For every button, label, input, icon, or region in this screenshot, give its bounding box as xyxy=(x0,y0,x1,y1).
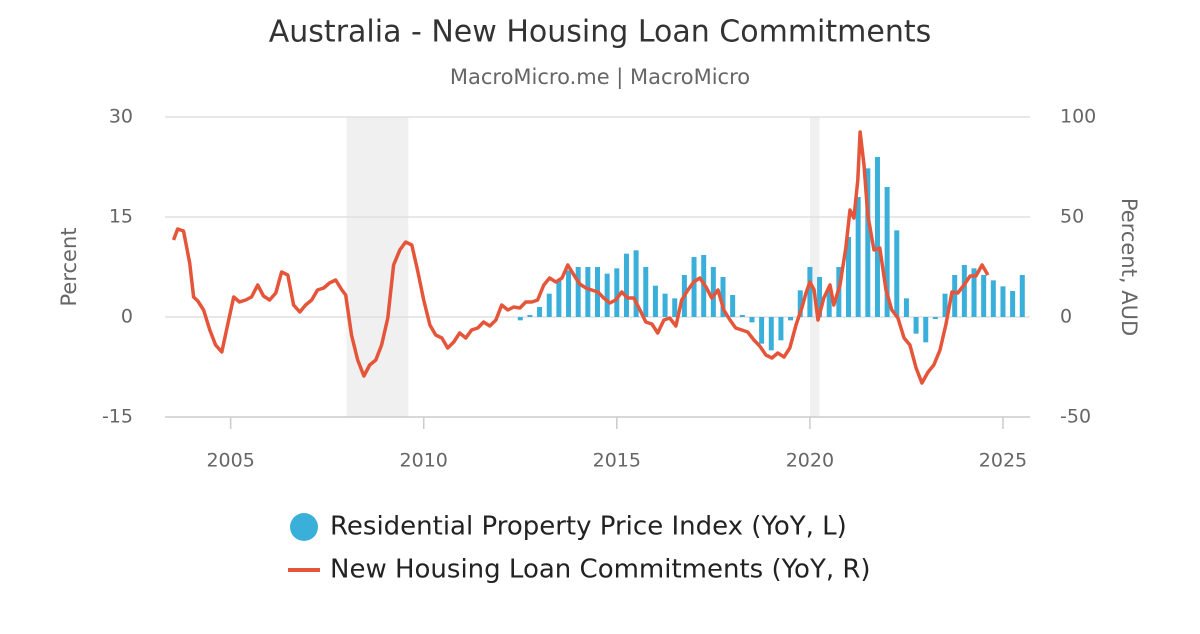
bar xyxy=(623,253,629,317)
bar xyxy=(884,187,890,317)
bar xyxy=(575,267,581,317)
y2-tick-label: 100 xyxy=(1060,106,1096,128)
bar xyxy=(894,230,900,317)
y-tick-label: -15 xyxy=(102,406,133,428)
bar xyxy=(556,280,562,317)
line xyxy=(171,130,990,385)
shaded-period xyxy=(346,117,409,417)
bar xyxy=(691,257,697,317)
x-tick-label: 2015 xyxy=(593,450,641,472)
bar xyxy=(981,275,987,317)
bar xyxy=(961,265,967,317)
bar xyxy=(566,270,572,317)
bar xyxy=(643,267,649,317)
y2-tick-label: 0 xyxy=(1060,306,1072,328)
bar xyxy=(903,298,909,317)
x-tick-label: 2005 xyxy=(206,450,254,472)
bar xyxy=(517,317,523,321)
bar xyxy=(633,250,639,317)
bar xyxy=(778,317,784,341)
y-tick-label: 30 xyxy=(109,106,133,128)
bar xyxy=(855,197,861,317)
chart-subtitle: MacroMicro.me | MacroMicro xyxy=(450,65,750,90)
bar xyxy=(652,285,658,317)
legend-label: New Housing Loan Commitments (YoY, R) xyxy=(330,555,871,585)
bar xyxy=(913,317,919,334)
bar xyxy=(1010,291,1016,317)
bar xyxy=(952,275,958,317)
bar xyxy=(585,267,591,317)
bar xyxy=(537,307,543,317)
bar xyxy=(749,317,755,323)
bar xyxy=(865,168,871,317)
legend-marker xyxy=(290,513,318,541)
bar xyxy=(720,277,726,317)
bar xyxy=(923,317,929,343)
bar xyxy=(797,290,803,317)
bar xyxy=(826,290,832,317)
x-tick-label: 2020 xyxy=(786,450,834,472)
x-tick-label: 2025 xyxy=(979,450,1027,472)
bar xyxy=(990,280,996,317)
bar xyxy=(662,293,668,317)
y-axis-title: Percent xyxy=(57,227,81,306)
bar xyxy=(942,293,948,317)
chart-title: Australia - New Housing Loan Commitments xyxy=(269,15,931,50)
y-tick-label: 0 xyxy=(121,306,133,328)
bar xyxy=(932,317,938,319)
y2-tick-label: 50 xyxy=(1060,206,1084,228)
bar xyxy=(768,317,774,351)
bar xyxy=(604,273,610,317)
bar xyxy=(807,267,813,317)
bar xyxy=(527,315,533,317)
bar xyxy=(730,295,736,317)
bar xyxy=(846,237,852,317)
bar xyxy=(739,315,745,317)
bar xyxy=(1019,275,1025,317)
y2-tick-label: -50 xyxy=(1060,406,1091,428)
bar xyxy=(672,298,678,317)
y2-axis-title: Percent, AUD xyxy=(1117,198,1141,336)
bar xyxy=(874,157,880,317)
bar xyxy=(817,277,823,317)
bar xyxy=(1000,286,1006,317)
bar xyxy=(710,267,716,317)
shaded-period xyxy=(809,117,820,417)
bar xyxy=(546,293,552,317)
bar xyxy=(759,317,765,344)
x-tick-label: 2010 xyxy=(400,450,448,472)
y-tick-label: 15 xyxy=(109,206,133,228)
bar xyxy=(614,268,620,317)
bar xyxy=(971,268,977,317)
legend-label: Residential Property Price Index (YoY, L… xyxy=(330,512,847,542)
bar xyxy=(788,317,794,321)
